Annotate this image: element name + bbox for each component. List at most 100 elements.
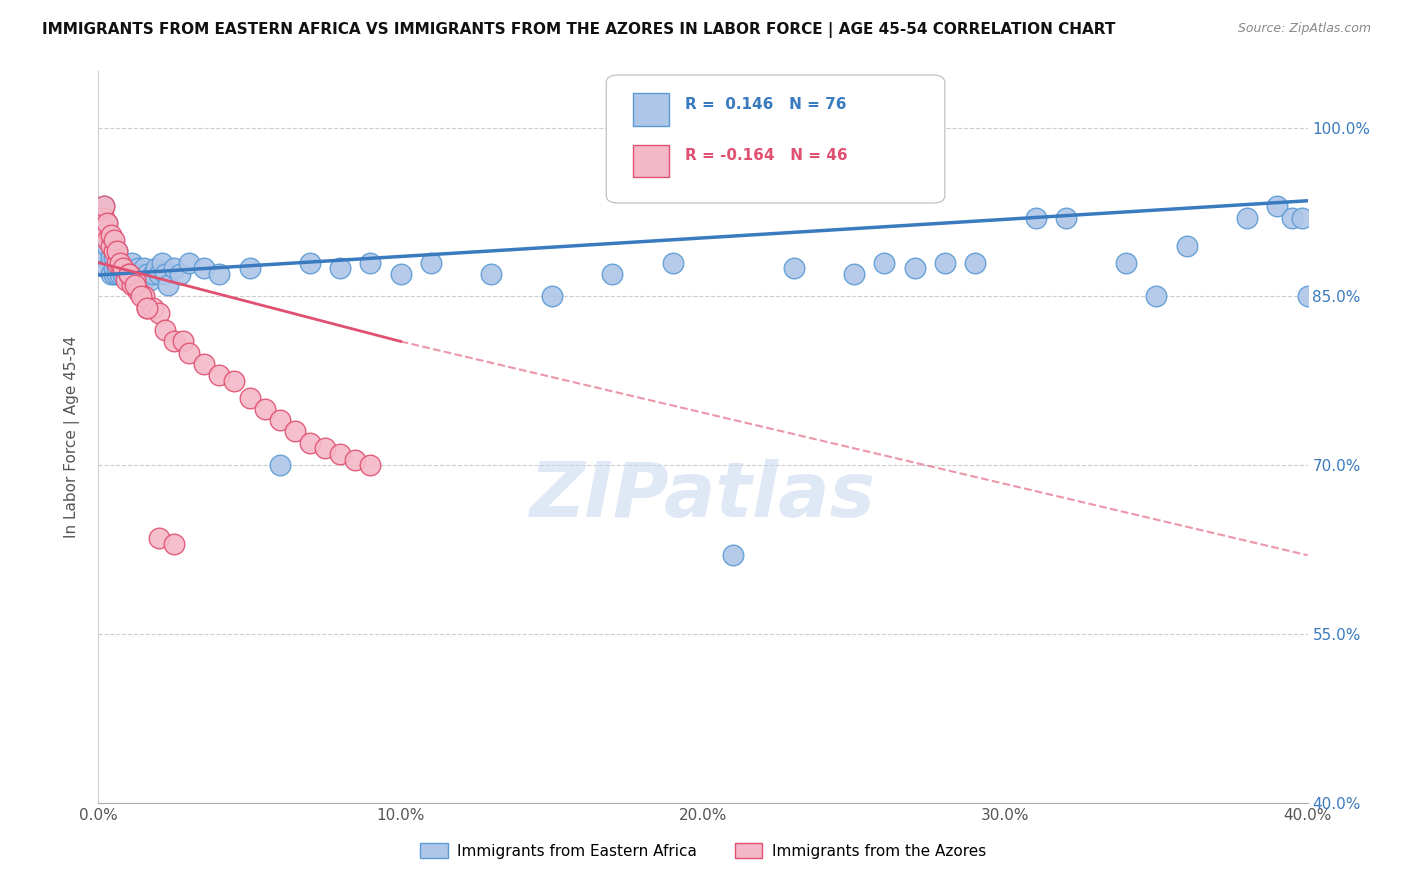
Point [96,216,118,230]
Point [540,289,562,303]
Point [124,267,146,281]
Point [114,272,136,286]
Point [934,255,956,269]
Point [163,537,186,551]
Point [105,261,128,276]
Point [284,425,307,439]
Point [723,548,745,562]
Point [103,244,125,259]
Point [90,233,112,247]
Point [329,261,352,276]
Point [163,334,186,349]
Y-axis label: In Labor Force | Age 45-54: In Labor Force | Age 45-54 [63,336,80,538]
Point [135,301,157,315]
Point [103,239,125,253]
Point [269,413,291,427]
Point [142,301,165,315]
Point [90,222,112,236]
Point [139,272,162,286]
Point [105,244,128,259]
Point [118,267,141,281]
Point [100,227,122,242]
Point [100,239,122,253]
Point [127,261,149,276]
Point [153,323,176,337]
Point [90,211,112,225]
Point [108,255,131,269]
Point [135,267,157,281]
Point [103,267,125,281]
Point [360,458,382,473]
Point [208,368,231,383]
Point [121,255,143,269]
Point [103,261,125,276]
Point [93,222,115,236]
Point [239,391,262,405]
Point [96,216,118,230]
Point [193,357,215,371]
Text: Source: ZipAtlas.com: Source: ZipAtlas.com [1237,22,1371,36]
Point [121,278,143,293]
Point [169,267,191,281]
Point [148,267,170,281]
Point [344,452,367,467]
Point [111,267,134,281]
Point [96,233,118,247]
Point [389,267,412,281]
Point [118,272,141,286]
Point [208,267,231,281]
FancyBboxPatch shape [633,94,669,126]
Point [129,289,152,303]
Point [127,272,149,286]
Point [100,250,122,264]
Point [100,267,122,281]
Point [153,267,176,281]
Point [1024,211,1046,225]
Point [844,267,866,281]
Point [121,267,143,281]
Point [103,250,125,264]
Point [135,301,157,315]
Point [93,222,115,236]
Point [132,261,155,276]
Point [299,255,322,269]
Point [661,255,683,269]
Point [299,435,322,450]
Point [224,374,246,388]
Point [105,267,128,281]
Point [148,306,170,320]
Point [1236,211,1258,225]
Point [1115,255,1137,269]
Point [96,239,118,253]
Point [193,261,215,276]
Point [127,284,149,298]
Point [93,250,115,264]
Point [100,233,122,247]
Point [108,255,131,269]
Point [314,442,336,456]
Legend: Immigrants from Eastern Africa, Immigrants from the Azores: Immigrants from Eastern Africa, Immigran… [413,837,993,864]
Point [329,447,352,461]
Point [360,255,382,269]
Point [118,267,141,281]
Point [420,255,443,269]
Point [1175,239,1198,253]
Point [1144,289,1167,303]
Point [129,267,152,281]
Point [105,255,128,269]
Point [904,261,927,276]
Point [142,267,165,281]
Point [1054,211,1077,225]
Point [481,267,503,281]
Text: IMMIGRANTS FROM EASTERN AFRICA VS IMMIGRANTS FROM THE AZORES IN LABOR FORCE | AG: IMMIGRANTS FROM EASTERN AFRICA VS IMMIGR… [42,22,1115,38]
Point [111,261,134,276]
Point [93,199,115,213]
Point [179,255,201,269]
Point [108,261,131,276]
Point [105,244,128,259]
Point [179,345,201,359]
Point [103,233,125,247]
Point [1267,199,1289,213]
Point [132,272,155,286]
Point [1281,211,1303,225]
